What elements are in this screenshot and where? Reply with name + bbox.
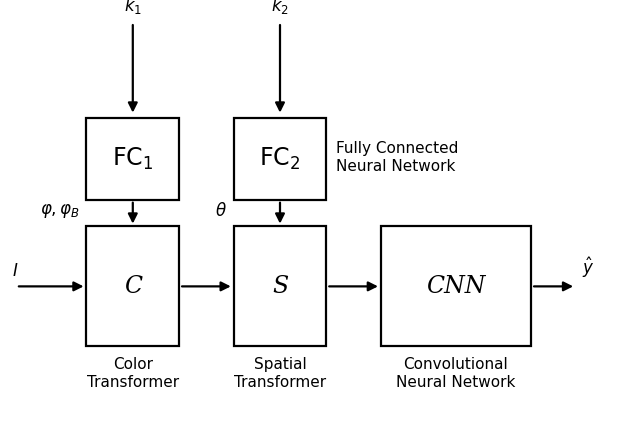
- Text: Convolutional
Neural Network: Convolutional Neural Network: [396, 357, 516, 390]
- Text: $k_1$: $k_1$: [124, 0, 142, 16]
- Bar: [86, 226, 179, 346]
- Text: C: C: [124, 275, 142, 298]
- Text: Spatial
Transformer: Spatial Transformer: [234, 357, 326, 390]
- Text: $\hat{y}$: $\hat{y}$: [582, 255, 595, 280]
- Text: Color
Transformer: Color Transformer: [87, 357, 179, 390]
- Bar: [86, 118, 179, 200]
- Bar: [381, 226, 531, 346]
- Text: $\theta$: $\theta$: [215, 202, 227, 220]
- Text: $k_2$: $k_2$: [271, 0, 289, 16]
- Text: CNN: CNN: [426, 275, 486, 298]
- Bar: [234, 226, 326, 346]
- Text: $\mathrm{FC}_{2}$: $\mathrm{FC}_{2}$: [259, 146, 301, 172]
- Text: $\varphi, \varphi_B$: $\varphi, \varphi_B$: [40, 202, 80, 220]
- Bar: [234, 118, 326, 200]
- Text: $\mathrm{FC}_{1}$: $\mathrm{FC}_{1}$: [112, 146, 154, 172]
- Text: $I$: $I$: [12, 263, 18, 280]
- Text: Fully Connected
Neural Network: Fully Connected Neural Network: [336, 142, 458, 174]
- Text: S: S: [272, 275, 288, 298]
